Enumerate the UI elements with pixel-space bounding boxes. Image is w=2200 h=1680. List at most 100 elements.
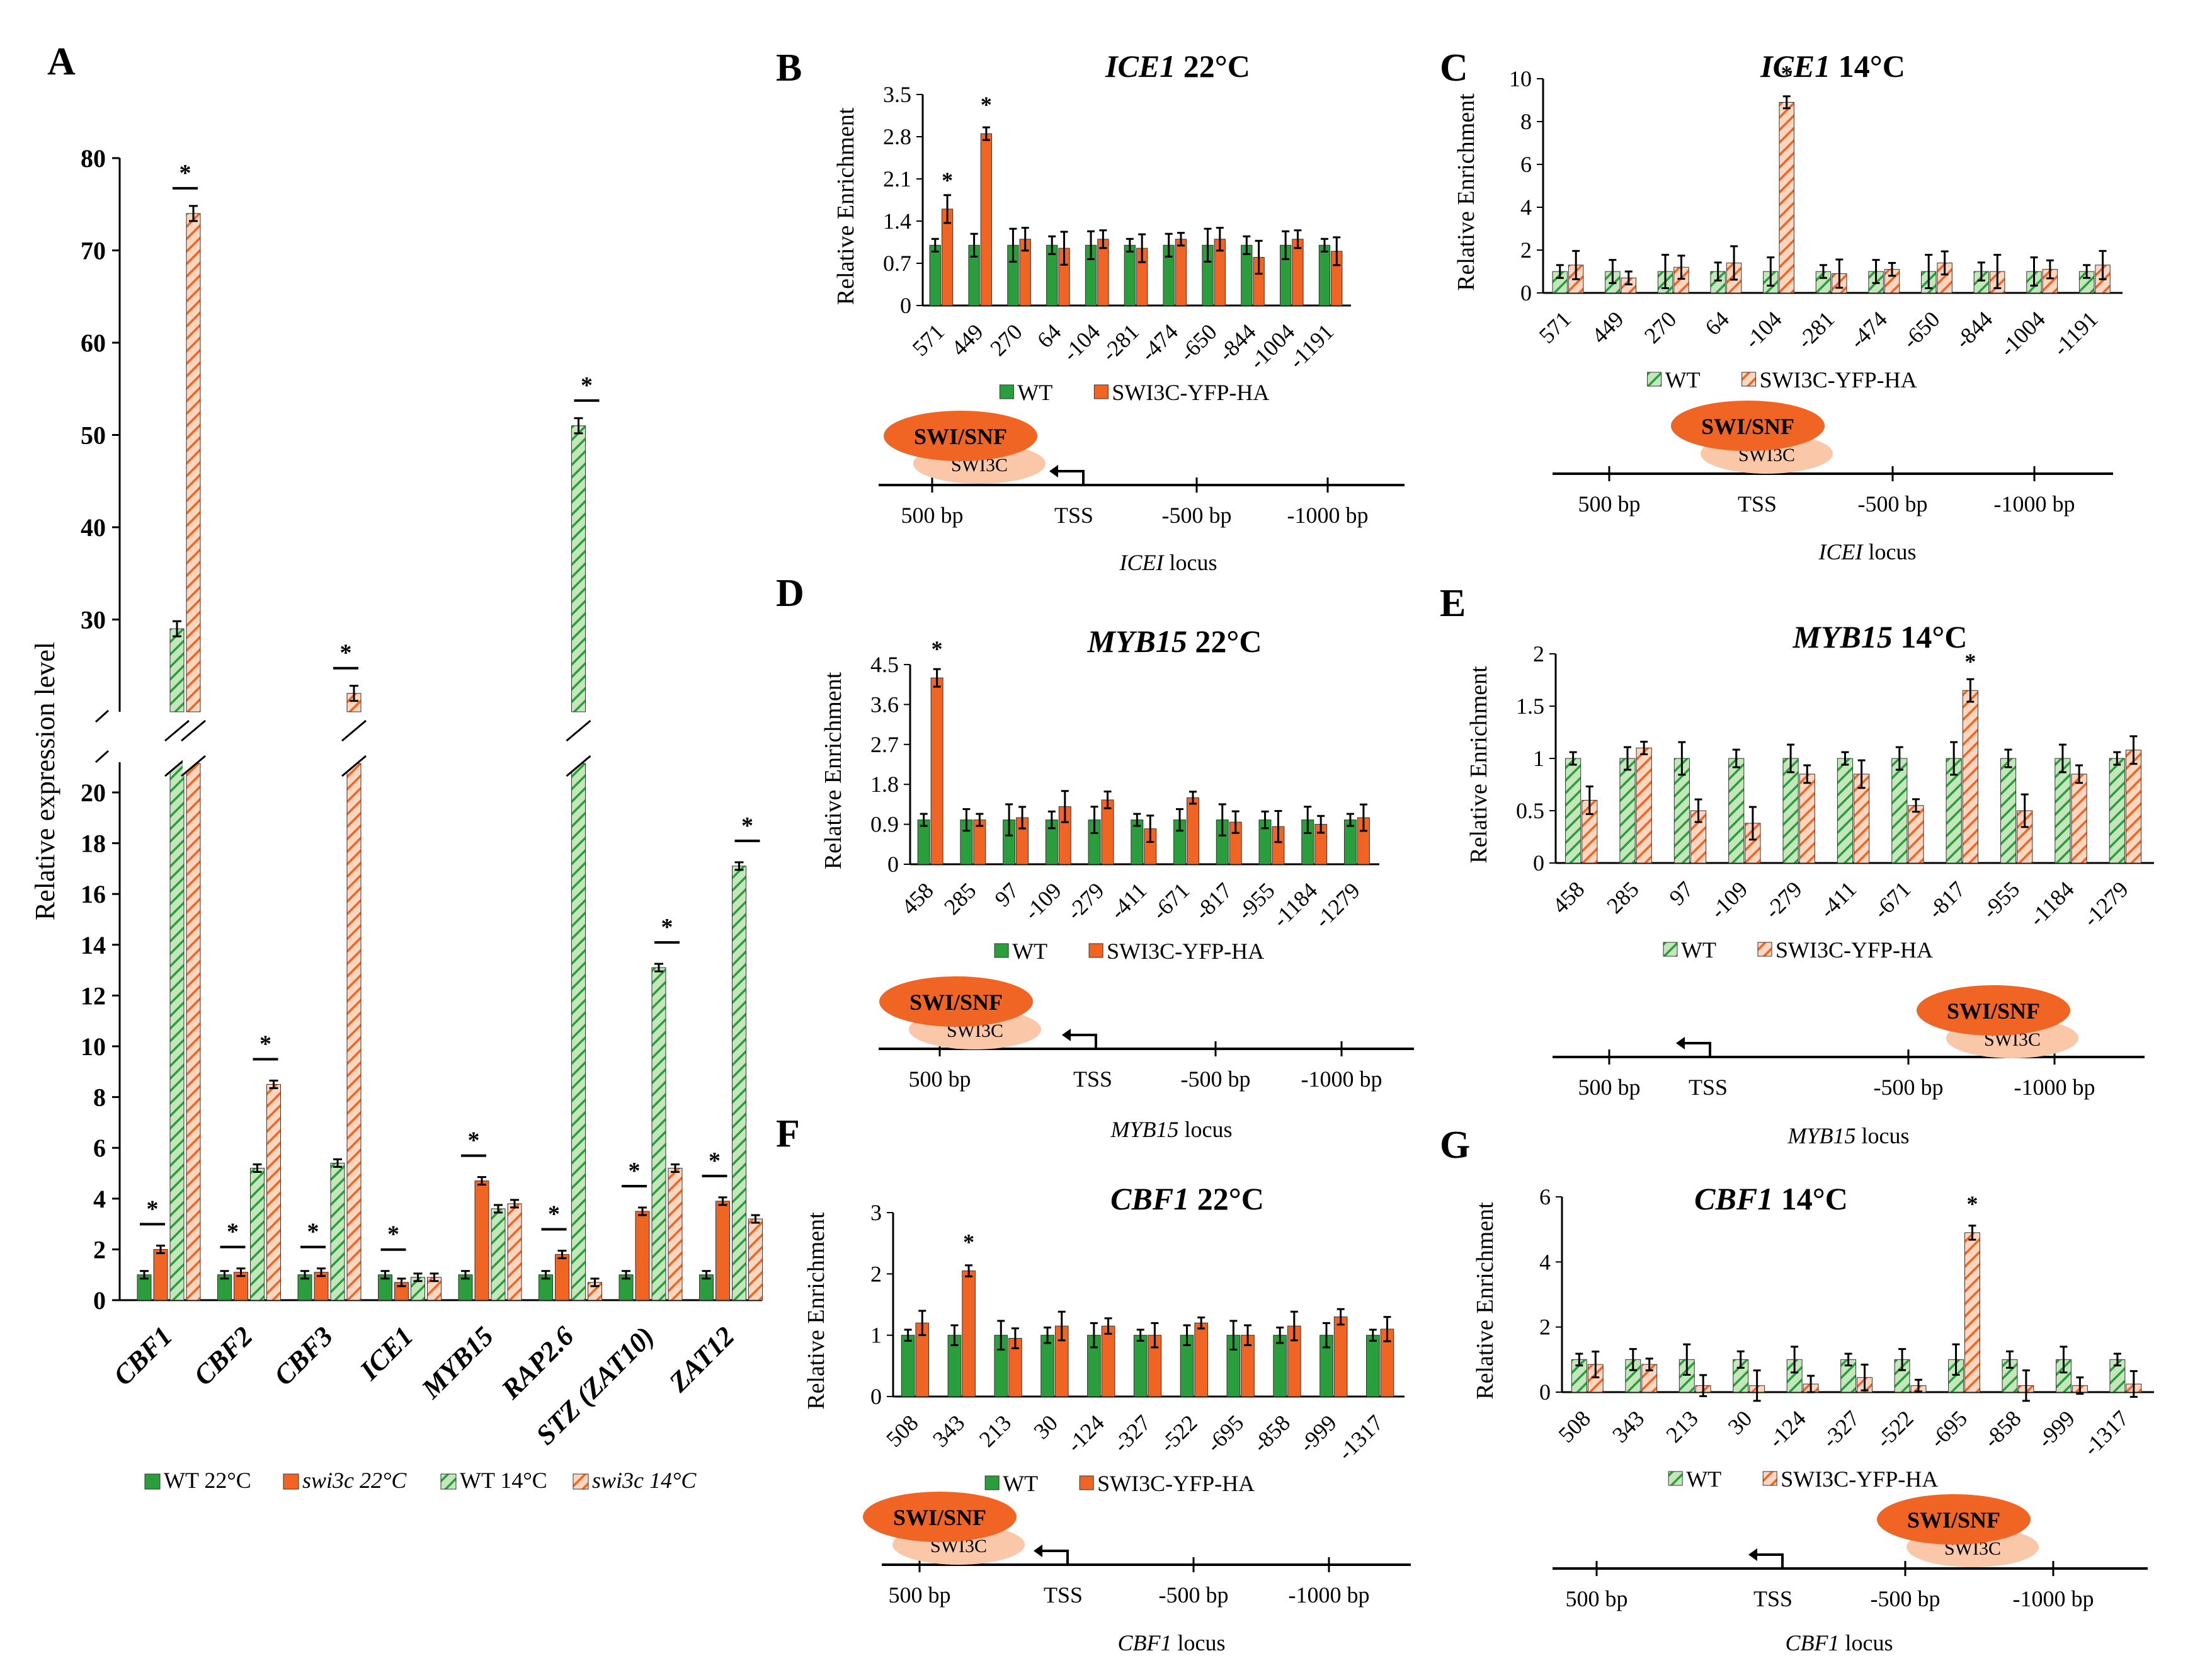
locus-word: locus [1868,539,1916,564]
x-tick-label: -411 [1105,877,1151,924]
y-axis-label: Relative Enrichment [820,671,846,869]
swisnf-label: SWI/SNF [1947,998,2040,1024]
legend-swatch [984,1475,1000,1490]
swisnf-label: SWI/SNF [1701,414,1794,439]
tss-arrowhead [1676,1037,1685,1049]
locus-gene: CBF1 [1118,1630,1178,1655]
legend-label: SWI3C-YFP-HA [1112,380,1269,405]
y-tick-label: 2.1 [883,166,911,191]
locus-name: CBF1 locus [1786,1630,1893,1655]
bar [1124,244,1136,306]
sig-star: * [981,92,992,117]
legend-swatch [1079,1475,1094,1490]
y-tick-label: 2.7 [870,732,899,757]
sig-star: * [468,1128,480,1154]
bar [668,1167,683,1301]
x-tick-label: 343 [928,1410,969,1451]
tss-arrow [1058,470,1085,485]
bar-break-line [341,755,367,777]
locus-gene: ICEI [1818,539,1869,564]
locus-gene: CBF1 [1786,1630,1845,1655]
panel-letter-B: B [776,47,802,89]
bar [1187,797,1199,865]
legend-swatch [283,1473,299,1490]
x-tick-label: -522 [1155,1410,1202,1457]
y-tick-label: 0.5 [1516,798,1544,823]
y-tick-label: 18 [81,830,106,858]
title-gene: CBF1 [1110,1181,1197,1216]
x-tick-label: -1317 [1333,1410,1388,1465]
y-tick-label: 3.5 [883,82,911,107]
x-tick-label: -955 [1977,876,2024,923]
y-axis-label: Relative expression level [30,642,60,920]
panel-E-chart: MYB15 14°C 0 0.5 1 1.5 2 Relative Enrichment 45… [1466,619,2154,963]
y-tick-label: 0 [900,293,911,318]
x-tick-label: -1279 [1309,877,1365,933]
bar [1097,239,1109,306]
locus-gene: MYB15 [1110,1117,1185,1142]
x-tick-label: -474 [1136,319,1183,366]
x-tick-label: 64 [1700,306,1734,340]
y-tick-label: 20 [81,779,106,807]
axis-break [94,709,110,723]
y-tick-label: 16 [81,880,106,908]
x-tick-label: 449 [1587,306,1628,348]
y-tick-label: 2 [1520,237,1532,263]
x-tick-label: -281 [1792,306,1839,353]
locus-diagram-B: 500 bp TSS -500 bp -1000 bpSWI3CSWI/SNFICEI… [879,411,1405,575]
y-tick-label: 0 [887,852,899,877]
sig-star: * [1966,1191,1978,1216]
y-tick-label: 80 [81,144,106,173]
sig-star: * [180,160,191,186]
x-tick-label: -1184 [2024,876,2079,931]
bar [1782,758,1799,864]
title-temp: 14°C [1900,619,1967,654]
legend-swatch [1762,1471,1777,1486]
bar-break [343,722,365,776]
bar [1891,758,1908,864]
locus-tick-label: 500 bp [889,1582,951,1608]
chart-title: MYB15 14°C [1792,619,1968,654]
locus-name: CBF1 locus [1118,1630,1226,1655]
legend-swatch [1088,943,1103,958]
title-gene: ICE1 [1105,49,1183,84]
sig-star: * [307,1219,319,1245]
x-tick-label: 458 [1547,876,1589,918]
x-tick-label: CBF3 [268,1320,339,1391]
sig-star: * [963,1229,974,1254]
x-tick-label: -327 [1817,1405,1864,1453]
bar [153,1249,168,1301]
y-tick-label: 10 [81,1032,106,1061]
legend-label: swi3c 22°C [302,1468,407,1493]
x-tick-label: 213 [1661,1405,1702,1447]
locus-tick-label: -500 bp [1162,503,1232,528]
bar [474,1180,489,1301]
x-tick-label: 285 [1602,876,1643,918]
panel-letter-E: E [1440,582,1466,625]
bar [1964,1232,1980,1393]
y-tick-label: 6 [1520,152,1532,177]
locus-tick-label: TSS [1753,1586,1792,1611]
locus-tick-label: TSS [1689,1075,1728,1100]
y-tick-label: 40 [81,513,106,542]
x-tick-label: 97 [990,877,1024,911]
y-tick-label: 8 [93,1083,106,1112]
legend-label: WT [1665,367,1701,392]
bar [186,763,201,1301]
bar [1194,1322,1209,1397]
legend-swatch [1668,1471,1683,1486]
x-tick-label: -411 [1815,876,1861,923]
y-tick-label: 2 [1533,641,1544,666]
y-tick-label: 1.4 [883,209,911,234]
panel-letter-C: C [1440,47,1468,89]
bar [1962,690,1978,864]
panel-G-chart: CBF1 14°C 0 2 4 6 Relative Enrichment 508 343 21… [1472,1181,2154,1492]
bar [2109,758,2125,864]
chart-title: ICE1 22°C [1105,49,1250,84]
x-tick-label: 571 [908,319,949,360]
title-temp: 14°C [1838,49,1905,84]
title-temp: 22°C [1197,1181,1264,1216]
x-tick-label: -124 [1062,1410,1109,1457]
x-tick-label: -1004 [1245,319,1300,374]
